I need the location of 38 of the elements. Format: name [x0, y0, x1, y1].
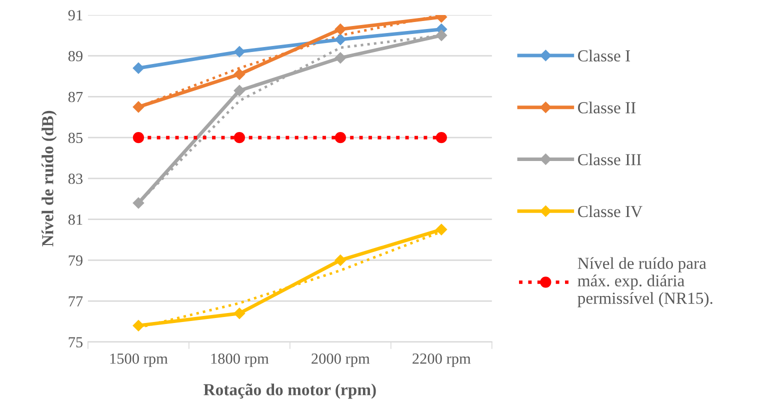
y-tick-label: 83 — [68, 174, 83, 184]
x-tick-label: 2000 rpm — [312, 354, 370, 367]
point — [132, 320, 144, 332]
point — [234, 68, 246, 80]
point — [234, 308, 246, 319]
x-tick-label: 2200 rpm — [412, 354, 471, 367]
legend-label: Classe II — [578, 102, 636, 114]
y-axis-title: Nível de ruído (dB) — [42, 110, 57, 246]
point — [234, 84, 246, 96]
x-tick-label: 1800 rpm — [211, 354, 269, 367]
legend-label: Classe III — [578, 154, 642, 166]
point — [334, 254, 346, 266]
x-axis-title: Rotação do motor (rpm) — [204, 384, 376, 399]
point — [334, 132, 346, 144]
y-tick-label: 89 — [68, 50, 82, 62]
y-tick-label: 79 — [68, 255, 82, 266]
point — [334, 52, 346, 64]
point — [132, 62, 144, 74]
y-tick-label: 85 — [68, 132, 83, 144]
y-tick-label: 75 — [68, 337, 83, 348]
y-tick-label: 87 — [68, 92, 83, 102]
x-tick-label: 1500 rpm — [110, 354, 168, 367]
point — [334, 34, 346, 46]
point — [436, 224, 448, 236]
y-tick-label: 81 — [68, 214, 82, 225]
point — [436, 30, 448, 42]
point — [132, 101, 144, 113]
point — [132, 197, 144, 209]
y-tick-label: 77 — [68, 296, 83, 306]
y-tick-label: 91 — [68, 10, 82, 20]
point — [132, 132, 144, 144]
legend-label: Classe IV — [578, 205, 642, 218]
point — [234, 132, 245, 144]
point — [234, 46, 246, 58]
legend-label: Nível de ruído para máx. exp. diária permissível (NR15). — [578, 257, 712, 308]
legend-label: Classe I — [578, 50, 630, 62]
point — [436, 132, 447, 144]
point — [334, 24, 346, 35]
